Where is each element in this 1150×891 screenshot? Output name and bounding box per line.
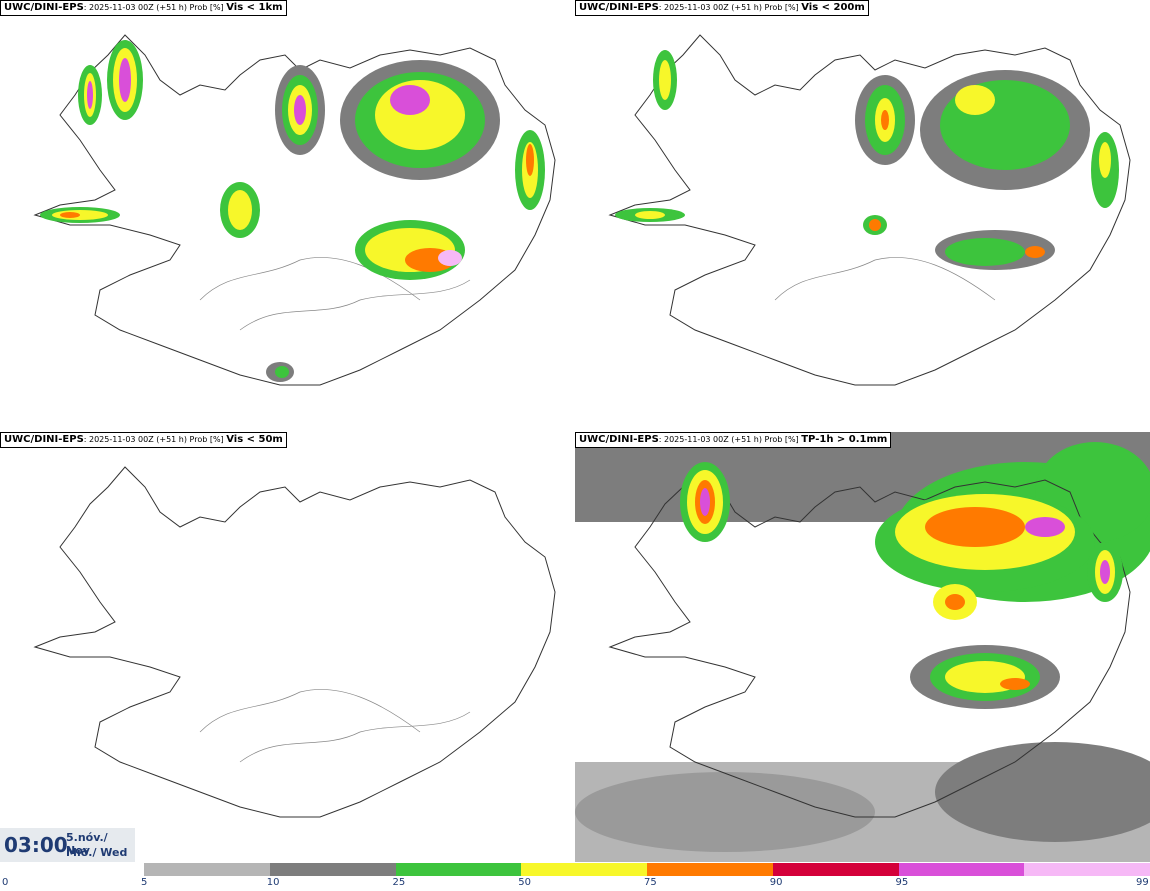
colorbar-tick-label: 95 [895, 877, 909, 888]
colorbar-tick-label: 25 [392, 877, 406, 888]
map-panel-vis-1km: UWC/DINI-EPS: 2025-11-03 00Z (+51 h) Pro… [0, 0, 575, 430]
iceland-map-vis-1km [33, 34, 556, 386]
precip-region [266, 362, 294, 382]
colorbar-tick-label: 5 [141, 877, 148, 888]
precip-region [275, 65, 325, 155]
colorbar-segment [1024, 863, 1150, 876]
colorbar-segment [395, 863, 522, 876]
run-info: : 2025-11-03 00Z (+51 h) Prob [%] [83, 3, 224, 12]
precip-region [935, 230, 1055, 270]
precip-region [933, 584, 977, 620]
valid-time-box: 03:00 5.nóv./ Nov Mið./ Wed [0, 828, 135, 862]
panel-title: UWC/DINI-EPS: 2025-11-03 00Z (+51 h) Pro… [575, 0, 869, 16]
run-info: : 2025-11-03 00Z (+51 h) Prob [%] [658, 3, 799, 12]
valid-date-line2: Mið./ Wed [66, 846, 128, 859]
variable-label: Vis < 200m [801, 2, 865, 13]
valid-time-clock: 03:00 [4, 833, 68, 857]
panel-title: UWC/DINI-EPS: 2025-11-03 00Z (+51 h) Pro… [575, 432, 892, 448]
precip-region [40, 207, 120, 223]
map-panel-vis-200m: UWC/DINI-EPS: 2025-11-03 00Z (+51 h) Pro… [575, 0, 1150, 430]
precip-region [78, 65, 102, 125]
colorbar-tick-label: 0 [2, 877, 9, 888]
variable-label: Vis < 50m [226, 434, 283, 445]
colorbar-tick-label: 50 [518, 877, 531, 888]
map-panel-vis-50m: UWC/DINI-EPS: 2025-11-03 00Z (+51 h) Pro… [0, 432, 575, 862]
colorbar-segment [144, 863, 270, 876]
model-name: UWC/DINI-EPS [579, 434, 659, 445]
precip-region [863, 215, 887, 235]
precip-region [220, 182, 260, 238]
colorbar-segment [772, 863, 899, 876]
colorbar-segment [269, 863, 396, 876]
precip-region [340, 60, 500, 180]
precip-region [1087, 542, 1123, 602]
precip-region [875, 492, 1095, 592]
run-info: : 2025-11-03 00Z (+51 h) Prob [%] [658, 435, 799, 444]
precip-region [1091, 132, 1119, 208]
run-info: : 2025-11-03 00Z (+51 h) Prob [%] [83, 435, 224, 444]
precip-region [910, 645, 1060, 709]
precip-region [107, 40, 143, 120]
colorbar-tick-label: 75 [644, 877, 657, 888]
model-name: UWC/DINI-EPS [4, 434, 84, 445]
precip-region [680, 462, 730, 542]
precip-region [920, 70, 1090, 190]
panel-title: UWC/DINI-EPS: 2025-11-03 00Z (+51 h) Pro… [0, 0, 287, 16]
valid-date-line1: 5.nóv./ Nov [66, 831, 108, 857]
iceland-map-vis-50m [33, 466, 556, 818]
colorbar-segment [647, 863, 773, 876]
precip-region [355, 220, 465, 280]
iceland-map-vis-200m [608, 34, 1131, 386]
model-name: UWC/DINI-EPS [579, 2, 659, 13]
precip-region [653, 50, 677, 110]
colorbar-segment [898, 863, 1025, 876]
probability-colorbar [144, 863, 1150, 876]
colorbar-segment [521, 863, 647, 876]
precip-region [615, 208, 685, 222]
map-panel-tp-1h: UWC/DINI-EPS: 2025-11-03 00Z (+51 h) Pro… [575, 432, 1150, 862]
variable-label: TP-1h > 0.1mm [801, 434, 888, 445]
iceland-map-tp-1h [575, 432, 1150, 862]
colorbar-tick-label: 10 [266, 877, 280, 888]
precip-region [515, 130, 545, 210]
model-name: UWC/DINI-EPS [4, 2, 84, 13]
colorbar-tick-label: 99 [1136, 877, 1149, 888]
panel-title: UWC/DINI-EPS: 2025-11-03 00Z (+51 h) Pro… [0, 432, 287, 448]
precip-region [855, 75, 915, 165]
variable-label: Vis < 1km [226, 2, 283, 13]
colorbar-tick-label: 90 [769, 877, 783, 888]
